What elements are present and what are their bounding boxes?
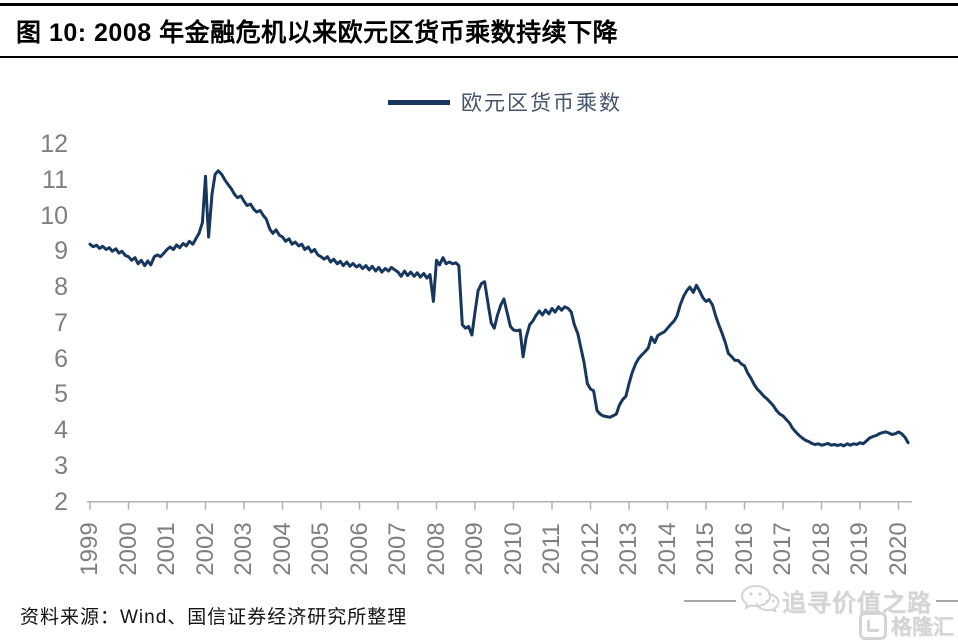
x-tick-label-2008: 2008 — [422, 522, 450, 576]
watermark-line-left — [684, 599, 736, 602]
y-tick-label-3: 3 — [54, 451, 68, 480]
legend-label: 欧元区货币乘数 — [461, 92, 622, 115]
y-tick-label-9: 9 — [54, 237, 68, 266]
x-tick-label-2005: 2005 — [307, 522, 334, 576]
x-tick-label-2017: 2017 — [769, 522, 796, 576]
y-tick-label-6: 6 — [54, 344, 68, 373]
y-tick-label-12: 12 — [40, 130, 68, 158]
x-axis-tick-marks — [89, 501, 900, 510]
x-tick-label-2002: 2002 — [191, 522, 219, 576]
legend-line-swatch — [388, 99, 450, 105]
x-tick-label-2004: 2004 — [268, 522, 296, 576]
x-tick-label-2006: 2006 — [345, 522, 373, 576]
x-tick-label-2020: 2020 — [884, 522, 912, 576]
x-tick-label-2010: 2010 — [499, 522, 527, 576]
y-tick-label-10: 10 — [40, 201, 68, 230]
y-tick-label-7: 7 — [54, 308, 68, 337]
x-tick-label-2014: 2014 — [653, 522, 681, 576]
x-tick-label-2013: 2013 — [615, 522, 642, 576]
gelonghui-logo-icon — [859, 612, 887, 640]
wechat-icon — [740, 584, 780, 617]
source-note: 资料来源：Wind、国信证券经济研究所整理 — [20, 607, 408, 628]
x-tick-label-2018: 2018 — [807, 522, 835, 576]
watermark-line-right — [936, 599, 958, 602]
x-tick-label-2001: 2001 — [153, 522, 180, 576]
watermark-text: 追寻价值之路 — [782, 590, 932, 617]
y-tick-label-8: 8 — [54, 273, 68, 302]
figure-title-bar: 图 10: 2008 年金融危机以来欧元区货币乘数持续下降 — [0, 3, 958, 58]
chart-legend: 欧元区货币乘数 — [26, 87, 958, 117]
watermark: 追寻价值之路 — [684, 583, 958, 618]
gelonghui-logo-text: 格隆汇 — [891, 616, 954, 639]
y-tick-label-11: 11 — [42, 165, 68, 194]
x-axis-ticks — [89, 501, 900, 510]
x-tick-label-2000: 2000 — [114, 522, 142, 576]
x-tick-label-1999: 1999 — [76, 522, 103, 576]
figure-title: 图 10: 2008 年金融危机以来欧元区货币乘数持续下降 — [16, 19, 619, 47]
x-tick-label-2019: 2019 — [846, 522, 873, 576]
y-tick-label-5: 5 — [54, 380, 68, 409]
y-tick-label-4: 4 — [54, 416, 68, 445]
gelonghui-logo: 格隆汇 — [859, 611, 954, 641]
x-tick-label-2015: 2015 — [692, 522, 719, 576]
x-tick-label-2007: 2007 — [384, 522, 411, 576]
x-tick-label-2016: 2016 — [730, 522, 758, 576]
series-line-eurozone-money-multiplier — [88, 169, 910, 448]
x-tick-label-2003: 2003 — [230, 522, 257, 576]
y-tick-label-2: 2 — [54, 487, 68, 516]
x-tick-label-2009: 2009 — [461, 522, 488, 576]
x-tick-label-2011: 2011 — [538, 523, 565, 575]
x-tick-label-2012: 2012 — [576, 522, 604, 576]
